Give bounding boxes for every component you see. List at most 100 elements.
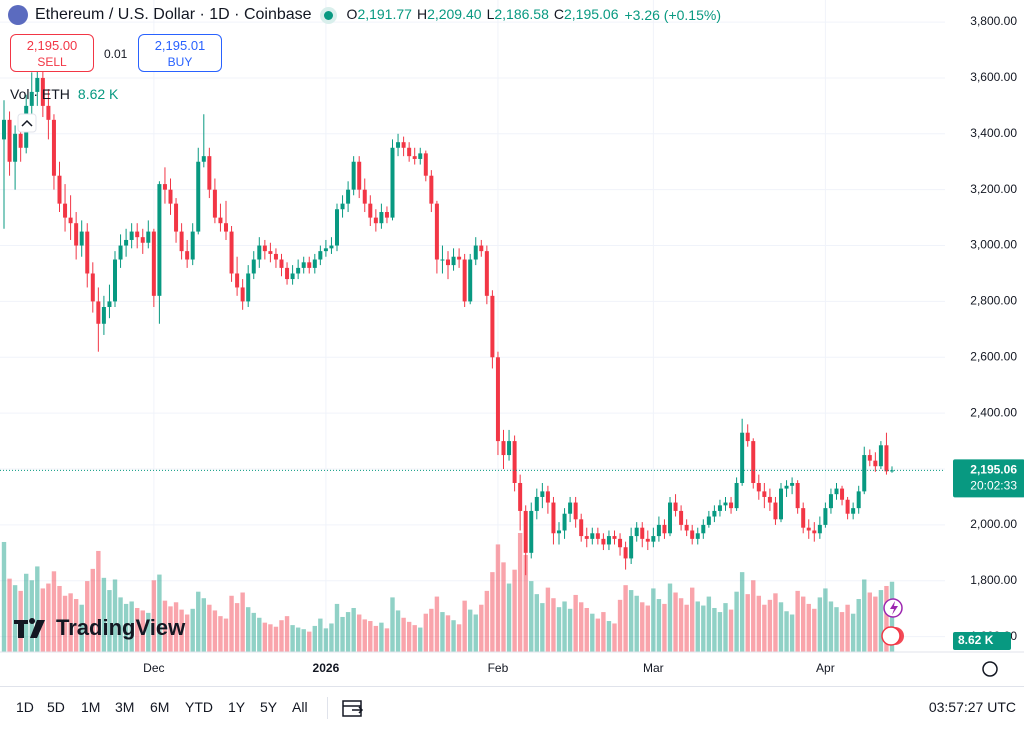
volume-bar — [617, 599, 623, 652]
volume-bar — [523, 555, 528, 652]
candle-body — [96, 301, 101, 324]
candle-body — [2, 119, 6, 140]
buy-button[interactable]: 2,195.01 BUY — [138, 34, 222, 72]
candle-body — [801, 508, 806, 528]
range-button[interactable]: All — [292, 699, 308, 715]
candle-body — [262, 245, 267, 252]
candle-body — [268, 251, 273, 254]
range-button[interactable]: 5D — [47, 699, 65, 715]
volume-bar — [845, 604, 850, 652]
candle-body — [423, 153, 428, 176]
candle-body — [845, 499, 850, 514]
volume-bar — [584, 607, 589, 652]
candle-body — [729, 502, 734, 509]
candle-body — [557, 530, 561, 534]
range-button[interactable]: 1Y — [228, 699, 246, 715]
volume-bar — [301, 629, 306, 652]
volume-bar — [573, 594, 578, 652]
volume-bar — [184, 614, 190, 652]
candle-body — [623, 547, 628, 559]
volume-bar — [240, 592, 245, 652]
y-tick-label: 2,600.00 — [970, 349, 1017, 363]
volume-bar — [406, 621, 412, 652]
volume-bar — [751, 580, 756, 652]
range-button[interactable]: 1M — [81, 699, 101, 715]
volume-bar — [551, 598, 556, 652]
volume-bar — [201, 598, 206, 652]
ohlc-key: L — [486, 6, 495, 22]
candle-body — [318, 251, 323, 260]
candle-body — [851, 508, 856, 514]
candle-body — [51, 119, 56, 176]
volume-bar — [429, 608, 434, 652]
ohlc-value: 2,191.77 — [357, 6, 412, 22]
side-icons[interactable] — [881, 598, 904, 646]
volume-bar — [606, 621, 612, 652]
x-tick-label: Apr — [816, 661, 835, 675]
goto-date-icon[interactable] — [340, 696, 366, 720]
candle-body — [828, 494, 833, 509]
candle-body — [501, 441, 506, 456]
volume-bar — [334, 603, 340, 652]
settings-icon[interactable] — [982, 661, 998, 677]
candle-body — [568, 502, 573, 514]
candle-body — [146, 231, 151, 243]
range-button[interactable]: 3M — [115, 699, 135, 715]
volume-bar — [279, 620, 284, 652]
candle-body — [834, 488, 839, 495]
volume-bar — [540, 603, 545, 652]
range-button[interactable]: 1D — [16, 699, 34, 715]
volume-bar — [712, 607, 717, 652]
volume-bar — [723, 603, 728, 652]
volume-bar — [667, 583, 673, 652]
candle-body — [301, 262, 306, 268]
candle-body — [779, 488, 783, 520]
candle-body — [79, 231, 84, 246]
candle-body — [767, 496, 772, 503]
candle-body — [340, 203, 345, 210]
volume-bar — [517, 533, 523, 652]
volume-bar — [29, 580, 34, 652]
volume-bar — [251, 612, 256, 652]
candle-body — [651, 536, 656, 542]
range-button[interactable]: 5Y — [260, 699, 278, 715]
candle-body — [107, 301, 112, 308]
candle-body — [712, 510, 717, 517]
last-price-tag — [953, 459, 1024, 498]
candle-body — [862, 455, 867, 492]
sell-button[interactable]: 2,195.00 SELL — [10, 34, 94, 72]
candle-body — [235, 273, 240, 288]
volume-bar — [101, 577, 107, 652]
volume-bar — [384, 628, 390, 652]
candle-body — [490, 295, 495, 358]
candle-body — [307, 262, 312, 268]
volume-bar — [484, 590, 490, 652]
candle-body — [257, 245, 262, 260]
volume-bar — [323, 628, 329, 652]
range-button[interactable]: 6M — [150, 699, 170, 715]
spread: 0.01 — [104, 47, 128, 61]
candle-body — [218, 217, 223, 224]
volume-bar — [107, 590, 112, 652]
volume-bar — [651, 588, 656, 652]
volume-bar — [284, 616, 290, 652]
range-button[interactable]: YTD — [185, 699, 213, 715]
candle-body — [35, 77, 40, 92]
candle-body — [706, 516, 711, 525]
buy-label: BUY — [167, 55, 193, 69]
symbol-title[interactable]: Ethereum / U.S. Dollar · 1D · Coinbase — [35, 6, 312, 23]
volume-bar — [68, 593, 73, 652]
candle-body — [601, 538, 606, 545]
volume-bar — [789, 614, 795, 652]
volume-bar — [628, 590, 634, 652]
candle-body — [745, 432, 750, 442]
y-tick-label: 2,800.00 — [970, 294, 1017, 308]
volume-bar — [234, 603, 240, 652]
volume-bar — [440, 612, 445, 652]
volume-bar — [246, 607, 251, 652]
candle-body — [157, 184, 162, 296]
clock[interactable]: 03:57:27 UTC — [928, 699, 1016, 715]
candle-body — [695, 533, 700, 539]
collapse-button[interactable] — [17, 113, 37, 133]
volume-bar — [456, 624, 462, 652]
